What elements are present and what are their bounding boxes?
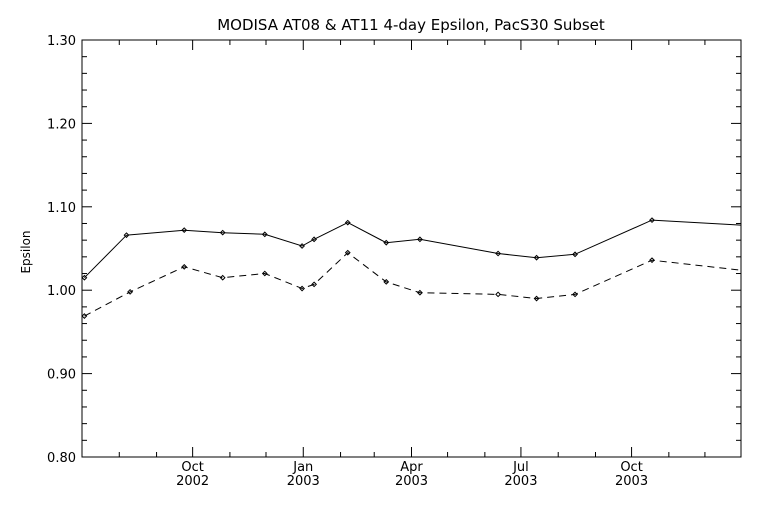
- data-point: [261, 231, 268, 238]
- y-axis-label: Epsilon: [19, 230, 33, 273]
- series-line-2: [84, 252, 742, 317]
- data-point: [417, 289, 423, 296]
- data-point: [219, 229, 226, 236]
- data-point: [649, 217, 655, 224]
- x-tick-label-year: 2003: [615, 474, 648, 489]
- data-point: [533, 295, 540, 302]
- data-point: [344, 249, 351, 256]
- x-tick-label-month: Oct: [181, 460, 203, 475]
- data-point: [81, 274, 88, 281]
- series-layer: [81, 217, 742, 319]
- x-tick-label-year: 2003: [504, 474, 537, 489]
- series-line-1: [84, 219, 742, 279]
- x-tick-label-month: Jul: [512, 460, 529, 475]
- data-point: [81, 313, 88, 319]
- data-point: [123, 232, 130, 239]
- x-tick-label-month: Jan: [292, 460, 313, 475]
- data-point: [219, 274, 226, 281]
- x-tick-label-month: Apr: [400, 460, 423, 475]
- y-tick-label: 1.20: [47, 117, 76, 132]
- data-point: [311, 236, 318, 243]
- x-tick-label-year: 2003: [395, 474, 428, 489]
- data-point: [311, 281, 318, 288]
- data-point: [649, 257, 655, 264]
- data-point: [299, 285, 305, 292]
- data-point: [344, 219, 351, 226]
- y-tick-label: 1.30: [47, 34, 76, 49]
- data-point: [181, 227, 188, 234]
- axis-ticks: 0.800.901.001.101.201.30Oct2002Jan2003Ap…: [47, 34, 741, 489]
- data-point: [533, 254, 540, 261]
- data-point: [261, 270, 268, 277]
- y-tick-label: 0.80: [47, 451, 76, 466]
- data-point: [417, 236, 423, 243]
- x-tick-label-month: Oct: [620, 460, 642, 475]
- data-point: [299, 243, 305, 249]
- data-point: [181, 263, 188, 270]
- data-point: [495, 250, 501, 257]
- x-tick-label-year: 2002: [176, 474, 209, 489]
- data-point: [127, 288, 134, 295]
- y-tick-label: 0.90: [47, 368, 76, 383]
- data-point: [572, 251, 578, 258]
- data-point: [383, 239, 390, 246]
- chart-title: MODISA AT08 & AT11 4-day Epsilon, PacS30…: [217, 16, 605, 34]
- y-tick-label: 1.10: [47, 201, 76, 216]
- data-point: [495, 291, 501, 298]
- plot-frame: [81, 39, 742, 458]
- data-point: [572, 291, 578, 298]
- x-tick-label-year: 2003: [287, 474, 320, 489]
- data-point: [383, 278, 390, 285]
- y-tick-label: 1.00: [47, 284, 76, 299]
